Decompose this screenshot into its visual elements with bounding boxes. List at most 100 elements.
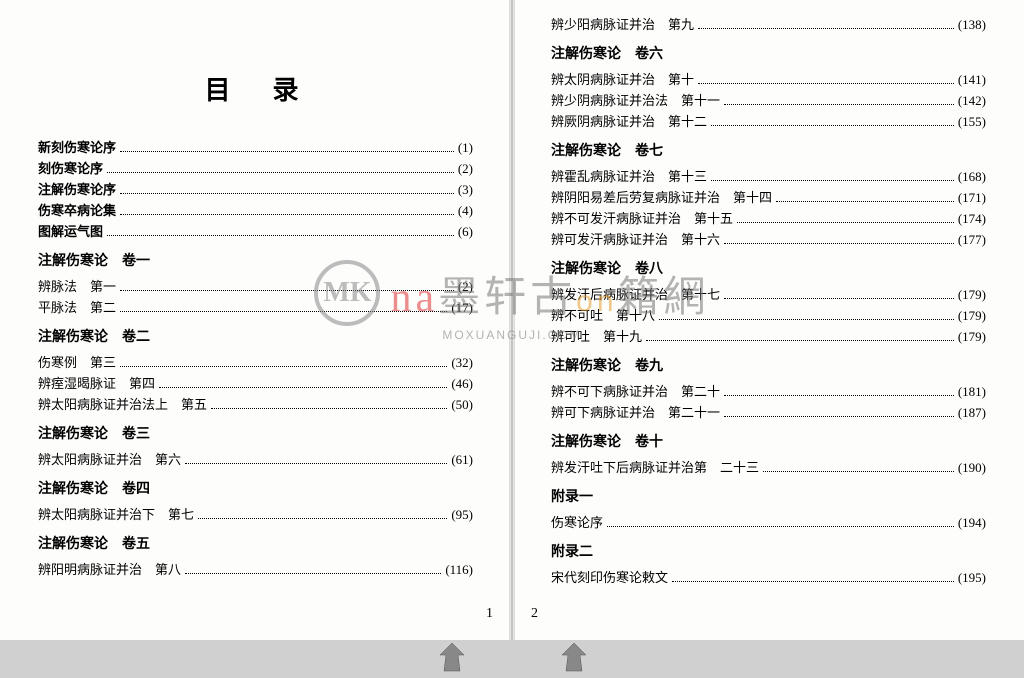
toc-entry-label: 辨厥阴病脉证并治 第十二 [551,111,707,130]
toc-leader-dots [120,193,454,194]
toc-entry-label: 辨不可下病脉证并治 第二十 [551,381,720,400]
toc-entry-page: (181) [958,384,986,400]
toc-entry-label: 辨脉法 第一 [38,276,116,295]
toc-entry: 辨太阳病脉证并治下 第七(95) [38,504,473,523]
toc-entry: 辨痓湿暍脉证 第四 (46) [38,373,473,392]
toc-entry: 辨太阳病脉证并治 第六 (61) [38,449,473,468]
toc-entry: 辨可发汗病脉证并治 第十六(177) [551,229,986,248]
toc-entry-page: (2) [458,279,473,295]
toc-entry-page: (155) [958,114,986,130]
toc-entry: 伤寒例 第三(32) [38,352,473,371]
toc-entry-label: 辨太阳病脉证并治 第六 [38,449,181,468]
toc-entry-page: (17) [451,300,473,316]
toc-entry: 辨太阴病脉证并治 第十(141) [551,69,986,88]
toc-entry-page: (2) [458,161,473,177]
right-vols: 注解伤寒论 卷六辨太阴病脉证并治 第十(141) 辨少阴病脉证并治法 第十一 (14… [551,43,986,586]
toc-leader-dots [107,235,454,236]
page-thumb-icon [552,641,596,673]
toc-entry: 辨可吐 第十九 (179) [551,326,986,345]
toc-entry-page: (194) [958,515,986,531]
toc-entry-label: 辨太阳病脉证并治下 第七 [38,504,194,523]
toc-entry-page: (46) [451,376,473,392]
toc-entry-page: (179) [958,308,986,324]
toc-section-heading: 注解伤寒论 卷九 [551,355,986,375]
toc-leader-dots [724,104,954,105]
toc-entry-page: (50) [451,397,473,413]
toc-section-heading: 附录二 [551,541,986,561]
right-top: 辨少阳病脉证并治 第九(138) [551,14,986,33]
toc-section-heading: 注解伤寒论 卷三 [38,423,473,443]
toc-entry: 辨不可下病脉证并治 第二十 (181) [551,381,986,400]
toc-entry-label: 伤寒例 第三 [38,352,116,371]
toc-entry-label: 图解运气图 [38,221,103,240]
toc-entry-page: (141) [958,72,986,88]
toc-leader-dots [698,83,954,84]
toc-leader-dots [120,214,454,215]
left-vols: 注解伤寒论 卷一辨脉法 第一 (2) 平脉法 第二(17) 注解伤寒论 卷二伤寒例 第… [38,250,473,578]
toc-entry: 辨阴阳易差后劳复病脉证并治 第十四 (171) [551,187,986,206]
toc-entry-label: 伤寒论序 [551,512,603,531]
toc-entry-label: 辨发汗吐下后病脉证并治第 二十三 [551,457,759,476]
toc-leader-dots [724,298,954,299]
toc-entry-label: 辨少阴病脉证并治法 第十一 [551,90,720,109]
toc-section-heading: 附录一 [551,486,986,506]
toc-entry-label: 辨不可吐 第十八 [551,305,655,324]
toc-entry: 辨少阳病脉证并治 第九(138) [551,14,986,33]
toc-entry-page: (179) [958,287,986,303]
toc-section-heading: 注解伤寒论 卷一 [38,250,473,270]
toc-leader-dots [198,518,447,519]
toc-entry: 注解伤寒论序(3) [38,179,473,198]
toc-entry-page: (171) [958,190,986,206]
toc-leader-dots [646,340,954,341]
toc-entry-label: 辨太阳病脉证并治法上 第五 [38,394,207,413]
toc-entry-page: (179) [958,329,986,345]
toc-entry: 平脉法 第二(17) [38,297,473,316]
toc-entry-label: 辨少阳病脉证并治 第九 [551,14,694,33]
toc-entry-label: 辨可发汗病脉证并治 第十六 [551,229,720,248]
toc-entry-page: (4) [458,203,473,219]
toc-leader-dots [763,471,954,472]
toc-entry-page: (6) [458,224,473,240]
toc-entry-label: 辨霍乱病脉证并治 第十三 [551,166,707,185]
page-left: 目录 新刻伤寒论序(1)刻伤寒论序(2)注解伤寒论序(3)伤寒卒病论集(4)图解… [0,0,512,640]
toc-leader-dots [211,408,447,409]
toc-leader-dots [659,319,954,320]
toc-leader-dots [776,201,954,202]
toc-entry-page: (190) [958,460,986,476]
toc-entry: 辨厥阴病脉证并治 第十二 (155) [551,111,986,130]
toc-title: 目录 [72,70,473,107]
book-spread: 目录 新刻伤寒论序(1)刻伤寒论序(2)注解伤寒论序(3)伤寒卒病论集(4)图解… [0,0,1024,640]
toc-section-heading: 注解伤寒论 卷七 [551,140,986,160]
toc-entry: 辨霍乱病脉证并治 第十三(168) [551,166,986,185]
toc-entry-page: (195) [958,570,986,586]
toc-leader-dots [107,172,454,173]
toc-section-heading: 注解伤寒论 卷六 [551,43,986,63]
toc-entry-page: (61) [451,452,473,468]
toc-entry: 宋代刻印伤寒论敕文 (195) [551,567,986,586]
toc-section-heading: 注解伤寒论 卷四 [38,478,473,498]
toc-entry-page: (116) [445,562,473,578]
toc-entry-label: 辨痓湿暍脉证 第四 [38,373,155,392]
toc-entry: 图解运气图 (6) [38,221,473,240]
toc-entry-page: (1) [458,140,473,156]
toc-entry-page: (174) [958,211,986,227]
toc-leader-dots [120,311,447,312]
toc-leader-dots [724,395,954,396]
toc-entry-label: 辨发汗后病脉证并治 第十七 [551,284,720,303]
toc-entry: 辨不可吐 第十八 (179) [551,305,986,324]
toc-entry-label: 宋代刻印伤寒论敕文 [551,567,668,586]
toc-entry: 辨发汗后病脉证并治 第十七 (179) [551,284,986,303]
toc-entry: 辨可下病脉证并治 第二十一(187) [551,402,986,421]
toc-entry: 辨脉法 第一 (2) [38,276,473,295]
toc-entry-label: 辨阴阳易差后劳复病脉证并治 第十四 [551,187,772,206]
toc-section-heading: 注解伤寒论 卷八 [551,258,986,278]
toc-entry-label: 辨可下病脉证并治 第二十一 [551,402,720,421]
toc-entry: 辨发汗吐下后病脉证并治第 二十三 (190) [551,457,986,476]
page-thumb-icon [430,641,474,673]
toc-entry-label: 辨可吐 第十九 [551,326,642,345]
toc-entry-label: 辨不可发汗病脉证并治 第十五 [551,208,733,227]
toc-leader-dots [185,463,447,464]
toc-leader-dots [185,573,441,574]
toc-leader-dots [120,151,454,152]
toc-section-heading: 注解伤寒论 卷二 [38,326,473,346]
